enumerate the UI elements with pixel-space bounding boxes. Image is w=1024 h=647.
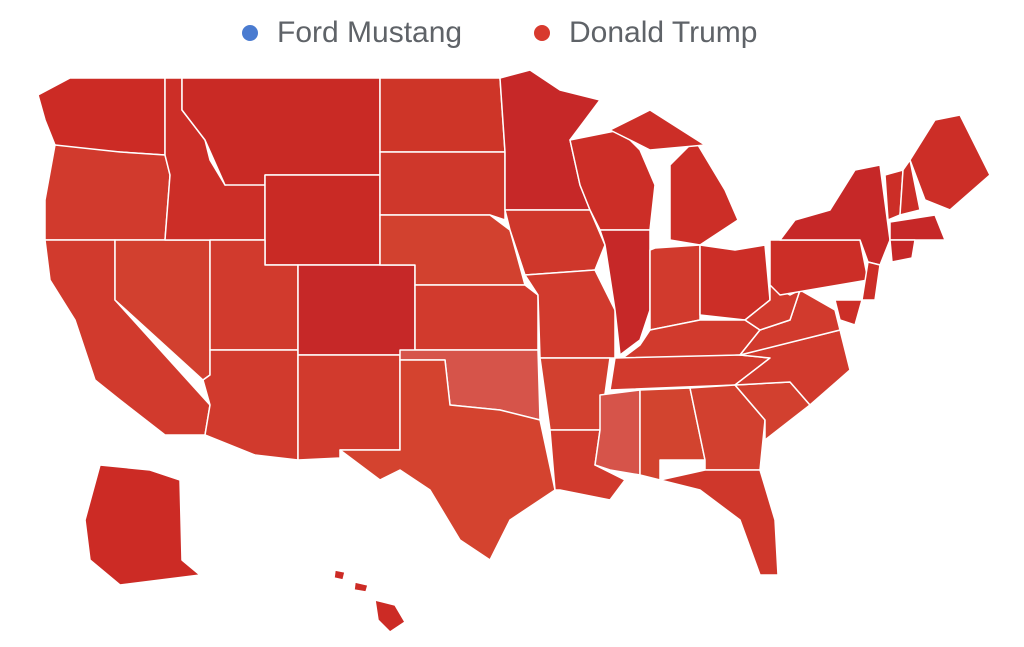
legend-label: Donald Trump bbox=[569, 16, 757, 49]
state bbox=[649, 244, 701, 331]
state bbox=[659, 469, 779, 576]
state bbox=[84, 464, 201, 586]
state bbox=[909, 114, 991, 211]
state bbox=[339, 359, 556, 561]
state bbox=[353, 581, 369, 593]
legend-dot bbox=[534, 25, 550, 41]
state bbox=[734, 329, 851, 406]
state bbox=[599, 229, 651, 356]
state bbox=[44, 144, 171, 241]
state bbox=[779, 164, 891, 266]
state bbox=[379, 77, 506, 153]
state bbox=[834, 299, 863, 326]
state bbox=[669, 139, 739, 246]
state bbox=[202, 349, 299, 461]
state bbox=[594, 389, 641, 476]
state bbox=[297, 354, 401, 461]
state bbox=[374, 599, 406, 633]
state bbox=[297, 264, 416, 356]
legend-dot bbox=[242, 25, 258, 41]
state bbox=[414, 284, 539, 351]
legend-label: Ford Mustang bbox=[277, 16, 462, 49]
state bbox=[333, 569, 346, 581]
state bbox=[769, 239, 869, 296]
state bbox=[899, 159, 921, 216]
state bbox=[264, 174, 381, 266]
state bbox=[889, 239, 916, 263]
states bbox=[37, 69, 991, 633]
state bbox=[861, 261, 881, 301]
state bbox=[609, 109, 706, 151]
state bbox=[37, 77, 166, 156]
state bbox=[889, 214, 946, 241]
legend: Ford Mustang Donald Trump bbox=[242, 16, 757, 49]
state bbox=[379, 151, 506, 221]
